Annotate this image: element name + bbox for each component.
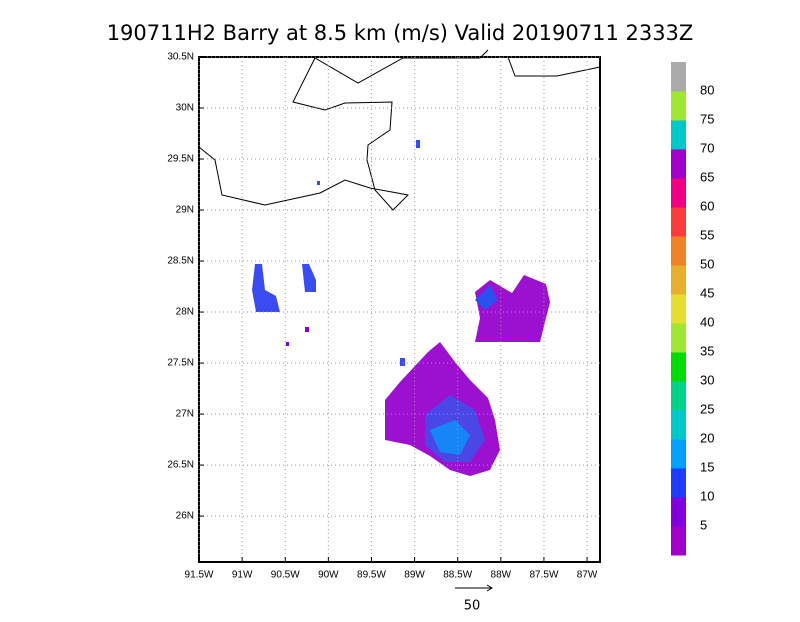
y-tick-label: 30.5N: [167, 52, 194, 63]
colorbar-segment: [671, 439, 686, 469]
colorbar-label: 60: [700, 198, 714, 213]
colorbar-label: 50: [700, 256, 714, 271]
x-tick-label: 88W: [491, 570, 512, 581]
x-tick-label: 91W: [232, 570, 253, 581]
wind-field: [252, 140, 550, 476]
colorbar-segment: [671, 62, 686, 92]
colorbar-segment: [671, 178, 686, 208]
colorbar-segment: [671, 149, 686, 179]
wind-region: [317, 181, 320, 185]
colorbar-label: 75: [700, 111, 714, 126]
colorbar-label: 70: [700, 140, 714, 155]
colorbar-segment: [671, 91, 686, 121]
reference-arrow-head: [486, 584, 493, 592]
wind-region: [286, 342, 289, 346]
wind-region: [252, 264, 280, 312]
y-tick-label: 28N: [176, 307, 194, 318]
wind-region: [400, 358, 405, 366]
x-tick-label: 89W: [404, 570, 425, 581]
y-tick-label: 29.5N: [167, 154, 194, 165]
colorbar-label: 25: [700, 401, 714, 416]
colorbar-segment: [671, 236, 686, 266]
plot-area: [198, 49, 601, 476]
colorbar-label: 20: [700, 430, 714, 445]
colorbar-label: 5: [700, 517, 707, 532]
x-tick-label: 87.5W: [529, 570, 558, 581]
colorbar-label: 15: [700, 459, 714, 474]
colorbar-label: 45: [700, 285, 714, 300]
colorbar-segment: [671, 381, 686, 411]
reference-label: 50: [464, 599, 481, 614]
x-tick-label: 91.5W: [185, 570, 214, 581]
y-tick-label: 27N: [176, 409, 194, 420]
wind-region: [416, 140, 420, 148]
x-tick-label: 88.5W: [443, 570, 472, 581]
colorbar-label: 80: [700, 82, 714, 97]
chart-title: 190711H2 Barry at 8.5 km (m/s) Valid 201…: [107, 21, 694, 45]
colorbar-segment: [671, 526, 686, 556]
y-tick-label: 26N: [176, 511, 194, 522]
y-tick-label: 26.5N: [167, 460, 194, 471]
wind-region: [475, 275, 550, 342]
colorbar-label: 55: [700, 227, 714, 242]
colorbar-segment: [671, 207, 686, 237]
colorbar-segment: [671, 468, 686, 498]
colorbar-segment: [671, 497, 686, 527]
colorbar-label: 10: [700, 488, 714, 503]
y-tick-label: 27.5N: [167, 358, 194, 369]
colorbar-segment: [671, 410, 686, 440]
colorbar-segment: [671, 294, 686, 324]
x-tick-label: 90W: [318, 570, 339, 581]
wind-region: [305, 327, 309, 332]
colorbar-segment: [671, 352, 686, 382]
colorbar-label: 30: [700, 372, 714, 387]
wind-region: [302, 264, 316, 292]
colorbar-segment: [671, 323, 686, 353]
colorbar-label: 40: [700, 314, 714, 329]
x-tick-label: 89.5W: [357, 570, 386, 581]
colorbar-label: 35: [700, 343, 714, 358]
coastline: [198, 49, 601, 211]
y-tick-label: 28.5N: [167, 256, 194, 267]
vector-reference: 50: [455, 584, 493, 614]
y-tick-label: 30N: [176, 103, 194, 114]
wind-region: [430, 420, 470, 455]
colorbar-label: 65: [700, 169, 714, 184]
x-tick-label: 87W: [577, 570, 598, 581]
colorbar-segment: [671, 265, 686, 295]
wind-region: [475, 285, 498, 310]
x-tick-label: 90.5W: [271, 570, 300, 581]
y-tick-label: 29N: [176, 205, 194, 216]
colorbar-segment: [671, 120, 686, 150]
